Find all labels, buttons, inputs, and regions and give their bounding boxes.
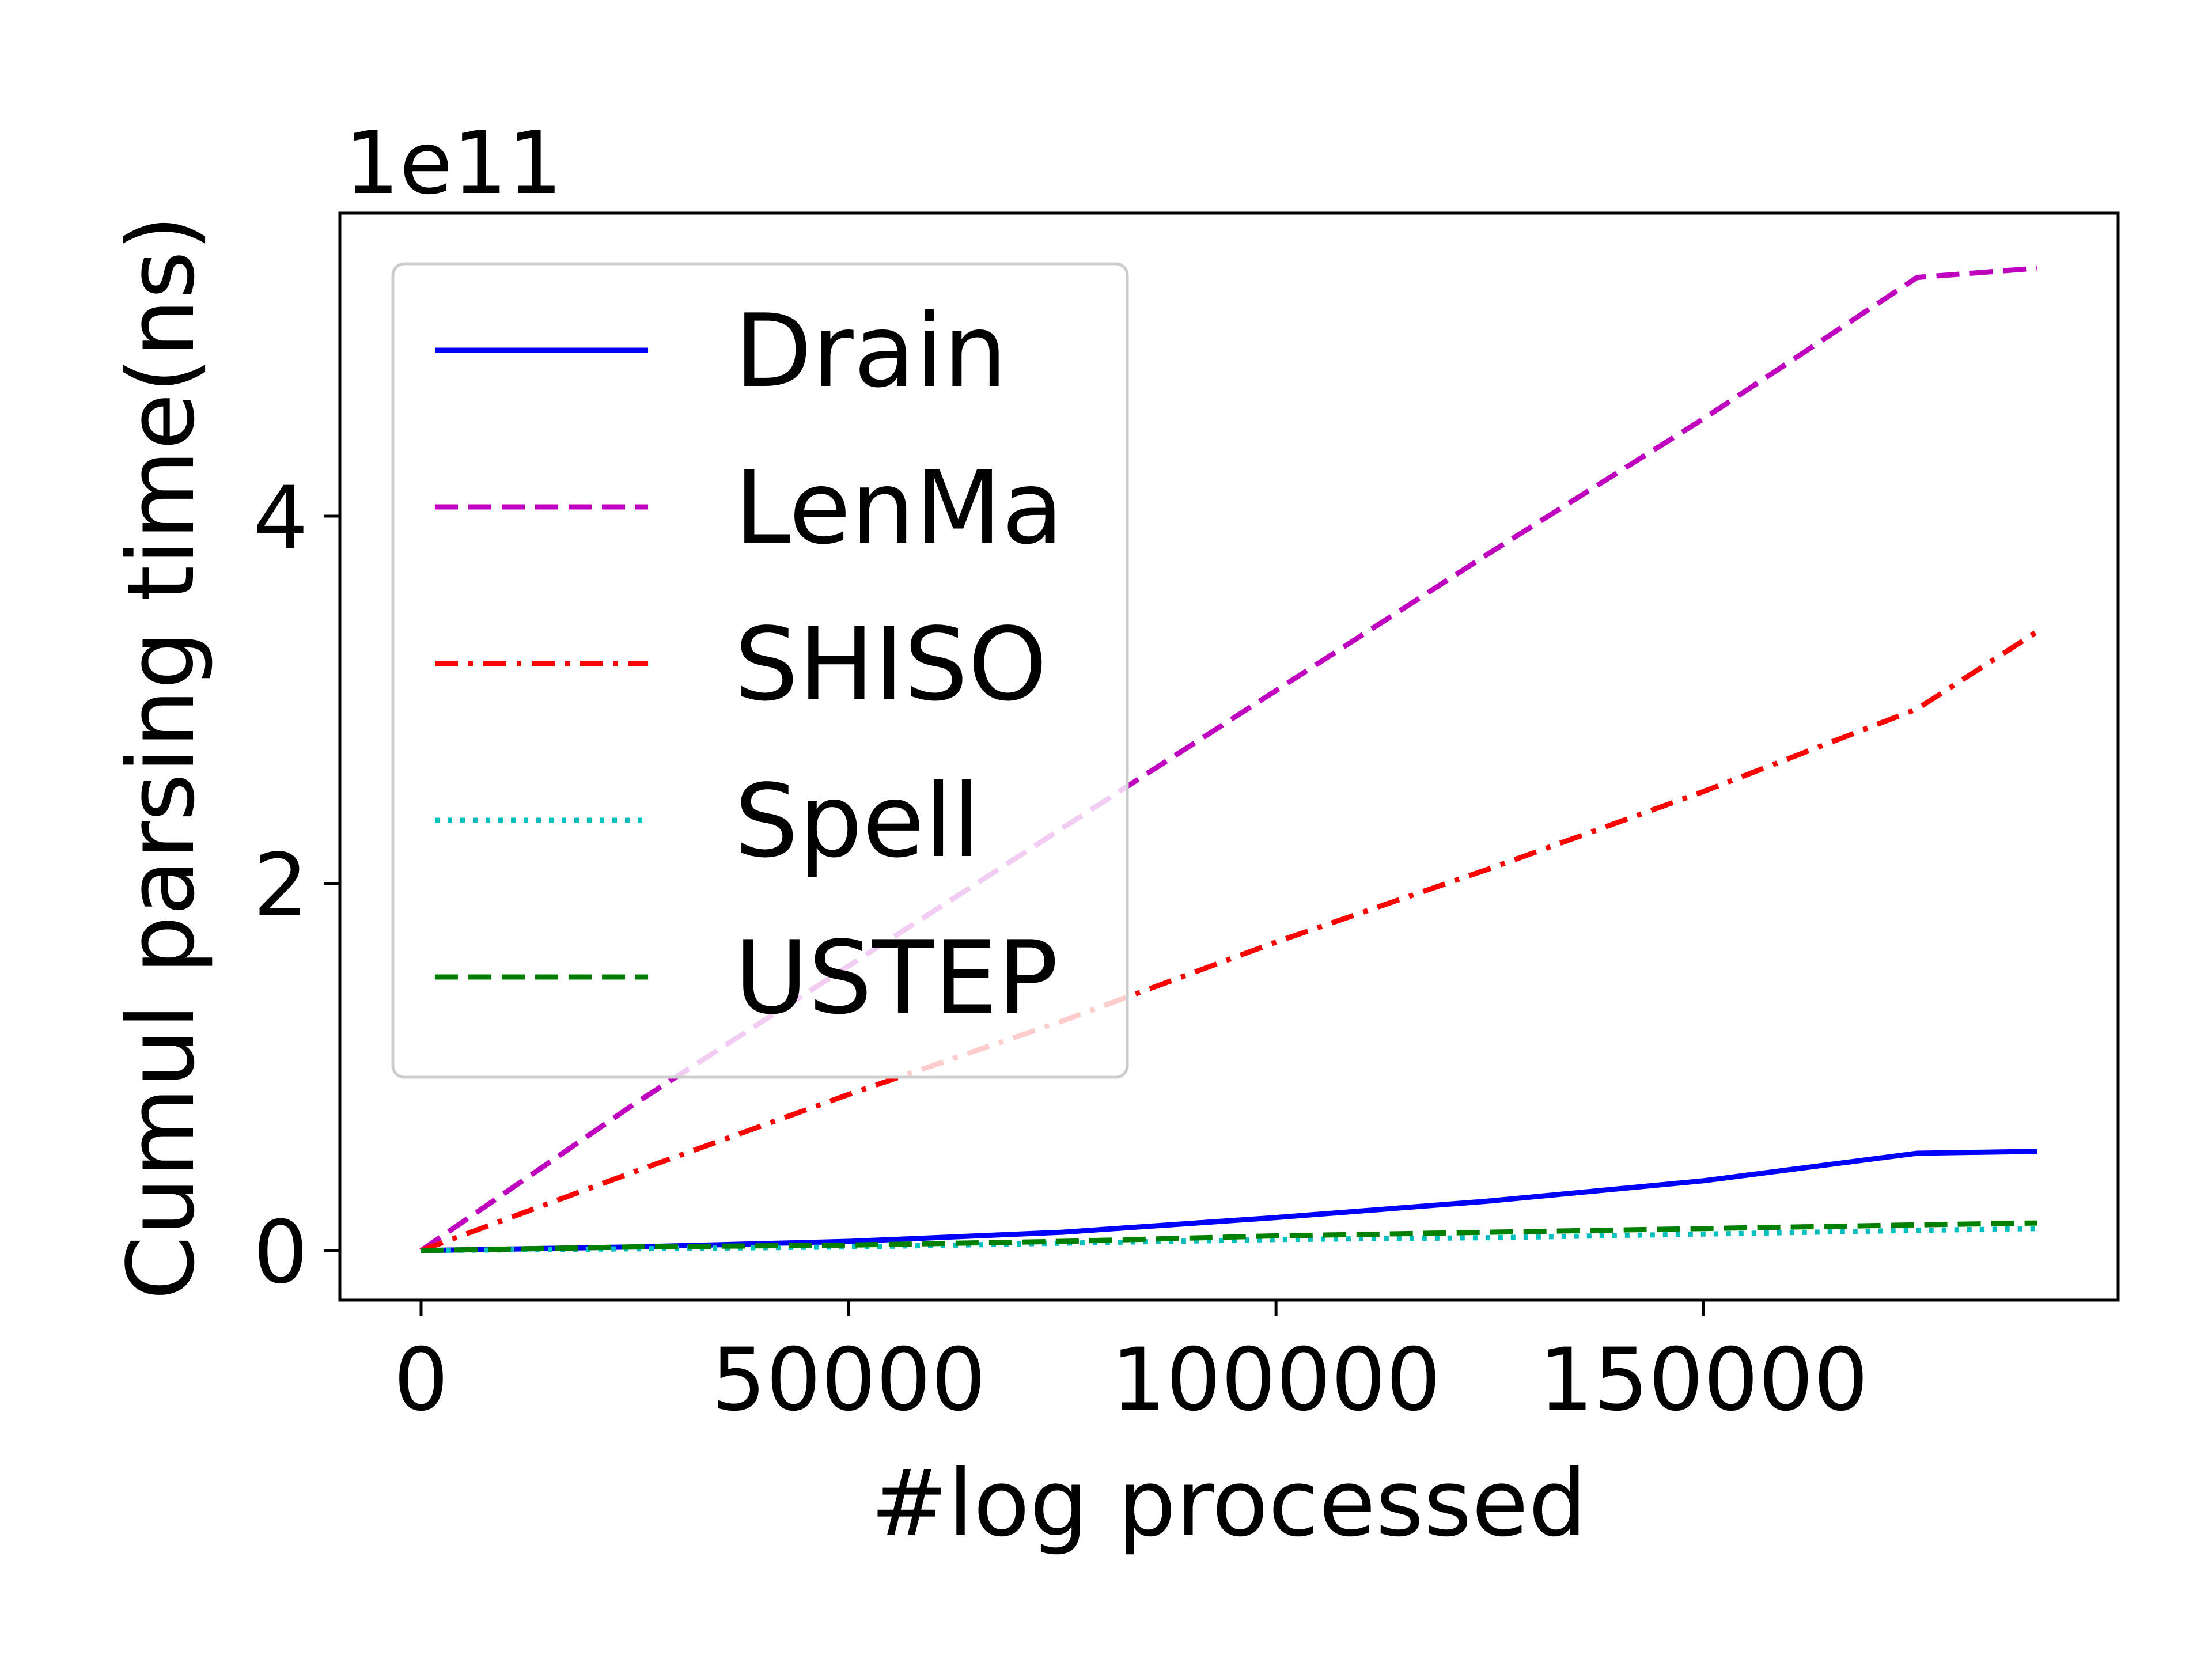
x-tick-label: 50000 [711,1330,986,1430]
x-tick-label: 150000 [1539,1330,1869,1430]
x-axis-label: #log processed [870,1449,1587,1557]
y-axis-ticks: 0 2 4 [253,468,340,1303]
y-axis-label: Cumul parsing time(ns) [107,215,215,1300]
legend: Drain LenMa SHISO Spell USTEP [391,262,1129,1079]
legend-label-drain: Drain [734,293,1007,410]
y-tick-label: 2 [253,835,308,935]
x-tick-label: 0 [393,1330,448,1430]
series-line-ustep [421,1220,2037,1253]
legend-frame [391,262,1129,1079]
x-tick-label: 100000 [1111,1330,1441,1430]
legend-label-shiso: SHISO [734,607,1047,724]
series-line-shiso [420,630,2039,1253]
y-tick-label: 4 [253,468,308,569]
legend-label-ustep: USTEP [734,920,1058,1037]
legend-label-lenma: LenMa [734,450,1063,567]
legend-label-spell: Spell [734,763,980,880]
x-axis-ticks: 0 50000 100000 150000 [393,1300,1868,1430]
plot-frame [338,211,2120,1302]
y-tick-label: 0 [253,1203,308,1303]
y-offset-label: 1e11 [344,113,563,214]
